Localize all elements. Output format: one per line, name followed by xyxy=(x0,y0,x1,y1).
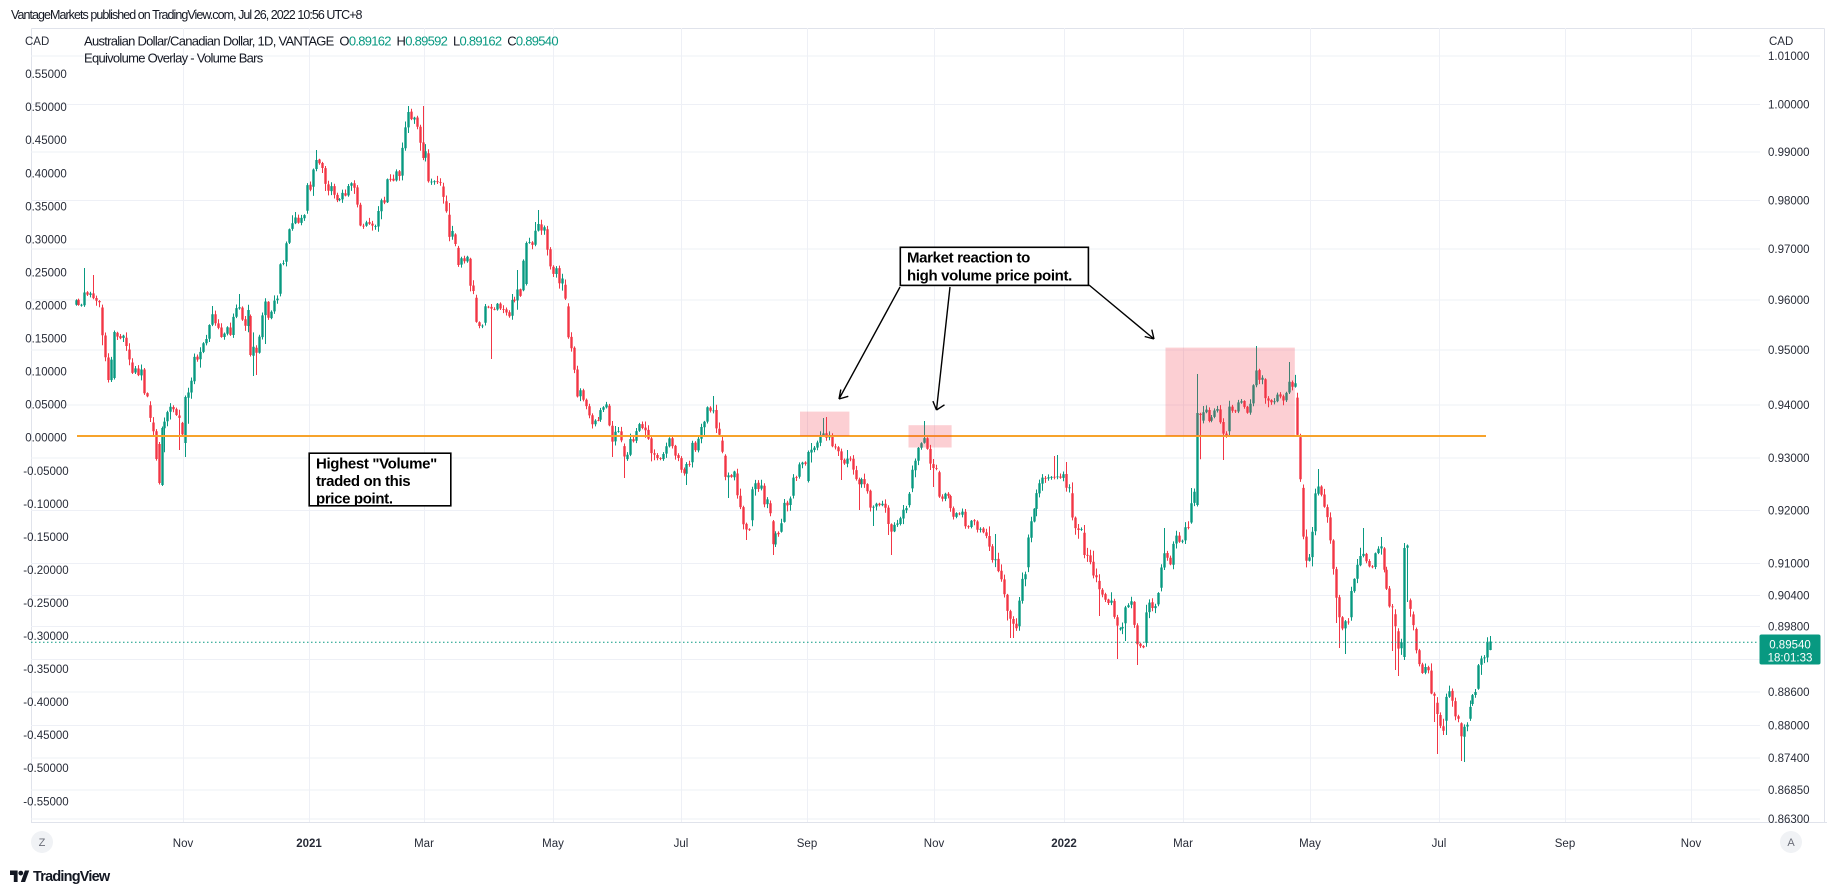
svg-text:Jul: Jul xyxy=(674,838,689,850)
svg-text:Z: Z xyxy=(39,837,46,849)
svg-text:0.50000: 0.50000 xyxy=(25,102,67,114)
svg-text:Nov: Nov xyxy=(1681,838,1702,850)
svg-text:Mar: Mar xyxy=(1173,838,1193,850)
svg-text:May: May xyxy=(1299,838,1321,850)
svg-text:TradingView: TradingView xyxy=(33,869,111,885)
svg-text:Nov: Nov xyxy=(173,838,194,850)
svg-text:0.90400: 0.90400 xyxy=(1768,590,1810,602)
svg-text:0.40000: 0.40000 xyxy=(25,168,67,180)
svg-text:0.88000: 0.88000 xyxy=(1768,720,1810,732)
svg-text:0.05000: 0.05000 xyxy=(25,400,67,412)
svg-text:0.96000: 0.96000 xyxy=(1768,295,1810,307)
svg-text:0.89540: 0.89540 xyxy=(1769,639,1811,651)
svg-text:0.89800: 0.89800 xyxy=(1768,621,1810,633)
svg-text:-0.55000: -0.55000 xyxy=(23,796,68,808)
svg-text:-0.05000: -0.05000 xyxy=(23,466,68,478)
svg-text:0.45000: 0.45000 xyxy=(25,135,67,147)
svg-text:-0.10000: -0.10000 xyxy=(23,499,68,511)
svg-text:0.97000: 0.97000 xyxy=(1768,244,1810,256)
svg-text:0.30000: 0.30000 xyxy=(25,234,67,246)
svg-text:0.86850: 0.86850 xyxy=(1768,785,1810,797)
svg-text:Australian Dollar/Canadian Dol: Australian Dollar/Canadian Dollar, 1D, V… xyxy=(84,34,558,49)
svg-text:Nov: Nov xyxy=(924,838,945,850)
svg-text:0.99000: 0.99000 xyxy=(1768,147,1810,159)
svg-text:-0.25000: -0.25000 xyxy=(23,598,68,610)
svg-text:-0.50000: -0.50000 xyxy=(23,763,68,775)
svg-text:Highest "Volume": Highest "Volume" xyxy=(316,456,437,473)
svg-text:-0.40000: -0.40000 xyxy=(23,697,68,709)
svg-text:0.91000: 0.91000 xyxy=(1768,558,1810,570)
svg-text:0.92000: 0.92000 xyxy=(1768,505,1810,517)
svg-text:Equivolume Overlay - Volume Ba: Equivolume Overlay - Volume Bars xyxy=(84,51,264,66)
svg-text:CAD: CAD xyxy=(25,36,49,48)
svg-text:0.94000: 0.94000 xyxy=(1768,400,1810,412)
svg-text:0.55000: 0.55000 xyxy=(25,69,67,81)
svg-text:-0.45000: -0.45000 xyxy=(23,730,68,742)
svg-text:Sep: Sep xyxy=(797,838,817,850)
svg-text:-0.20000: -0.20000 xyxy=(23,565,68,577)
svg-text:-0.15000: -0.15000 xyxy=(23,532,68,544)
svg-text:high volume price point.: high volume price point. xyxy=(907,268,1072,285)
svg-text:Mar: Mar xyxy=(414,838,434,850)
svg-text:0.86300: 0.86300 xyxy=(1768,814,1810,826)
svg-text:0.25000: 0.25000 xyxy=(25,267,67,279)
svg-text:VantageMarkets published on Tr: VantageMarkets published on TradingView.… xyxy=(11,8,363,22)
svg-text:Sep: Sep xyxy=(1555,838,1575,850)
svg-text:0.20000: 0.20000 xyxy=(25,301,67,313)
svg-text:1.00000: 1.00000 xyxy=(1768,99,1810,111)
svg-text:0.88600: 0.88600 xyxy=(1768,687,1810,699)
svg-text:traded on this: traded on this xyxy=(316,473,410,490)
svg-text:0.35000: 0.35000 xyxy=(25,201,67,213)
svg-text:-0.30000: -0.30000 xyxy=(23,631,68,643)
svg-text:Market reaction to: Market reaction to xyxy=(907,250,1030,267)
svg-text:0.15000: 0.15000 xyxy=(25,334,67,346)
svg-text:1.01000: 1.01000 xyxy=(1768,51,1810,63)
svg-text:May: May xyxy=(542,838,564,850)
svg-text:price point.: price point. xyxy=(316,491,393,508)
svg-text:0.95000: 0.95000 xyxy=(1768,345,1810,357)
svg-text:0.93000: 0.93000 xyxy=(1768,453,1810,465)
svg-text:Jul: Jul xyxy=(1432,838,1447,850)
svg-text:2021: 2021 xyxy=(296,838,322,850)
svg-text:0.10000: 0.10000 xyxy=(25,367,67,379)
svg-text:0.98000: 0.98000 xyxy=(1768,195,1810,207)
svg-text:CAD: CAD xyxy=(1769,36,1793,48)
svg-text:18:01:33: 18:01:33 xyxy=(1768,653,1813,665)
svg-text:2022: 2022 xyxy=(1051,838,1077,850)
svg-text:0.87400: 0.87400 xyxy=(1768,753,1810,765)
svg-text:-0.35000: -0.35000 xyxy=(23,664,68,676)
svg-text:A: A xyxy=(1787,837,1795,849)
svg-text:0.00000: 0.00000 xyxy=(25,433,67,445)
